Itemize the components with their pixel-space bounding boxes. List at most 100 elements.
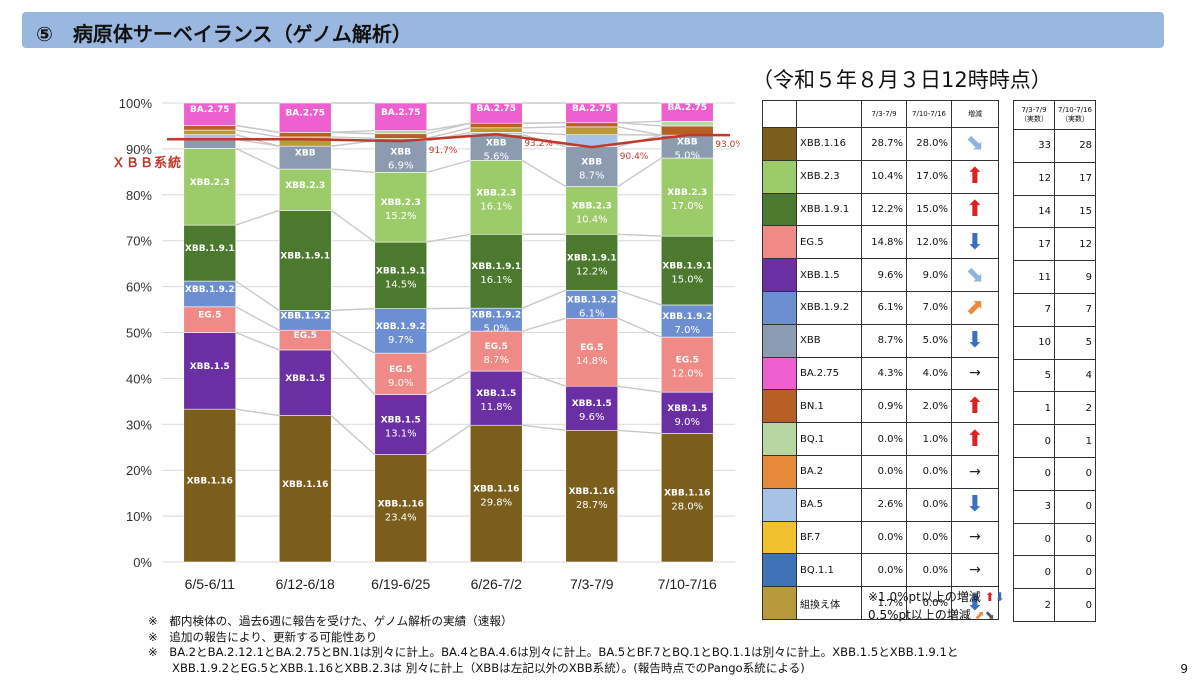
pct-week1: 0.0% xyxy=(861,553,907,588)
variant-name: BA.2.75 xyxy=(796,356,862,391)
bar-segment xyxy=(660,235,714,306)
bar-segment xyxy=(374,172,428,243)
count-week1: 14 xyxy=(1013,194,1055,229)
bar-value-label: 17.0% xyxy=(671,201,703,212)
bar-value-label: 8.7% xyxy=(484,355,509,366)
variant-color-swatch xyxy=(762,225,797,260)
bar-series-label: XBB.1.5 xyxy=(190,362,230,372)
count-week2: 5 xyxy=(1054,325,1096,360)
table-row: BA.2.75 4.3% 4.0% → xyxy=(762,356,999,391)
bar-series-label: XBB.1.16 xyxy=(187,477,233,487)
pct-week2: 15.0% xyxy=(906,192,952,227)
bar-series-label: XBB.1.9.2 xyxy=(376,322,426,332)
bar-segment xyxy=(374,394,428,455)
change-indicator: ⬊ xyxy=(951,127,999,161)
bar-segment xyxy=(660,125,714,136)
bar-series-label: XBB.1.16 xyxy=(378,499,424,509)
table-header-blank xyxy=(796,100,862,128)
count-week1: 2 xyxy=(1013,588,1055,622)
bar-series-label: XBB.1.9.1 xyxy=(662,262,712,272)
y-tick-label: 100% xyxy=(119,96,153,111)
bar-segment xyxy=(278,415,332,563)
count-header-week1: 7/3-7/9（実数） xyxy=(1013,100,1055,130)
bar-series-label: XBB.1.9.2 xyxy=(567,295,617,305)
pct-week2: 0.0% xyxy=(906,454,952,489)
count-row: 12 17 xyxy=(1013,161,1096,196)
pct-week1: 0.0% xyxy=(861,520,907,555)
pct-week2: 0.0% xyxy=(906,553,952,588)
variant-color-swatch xyxy=(762,389,797,424)
bar-segment xyxy=(183,408,237,563)
table-row: EG.5 14.8% 12.0% ⬇ xyxy=(762,225,999,260)
series-connector-line xyxy=(330,329,376,354)
bar-series-label: EG.5 xyxy=(389,365,412,375)
count-week2: 17 xyxy=(1054,161,1096,196)
bar-segment xyxy=(183,138,237,149)
bar-series-label: XBB.1.9.1 xyxy=(376,266,426,276)
pct-week1: 0.9% xyxy=(861,389,907,424)
bar-series-label: XBB xyxy=(677,138,698,148)
bar-series-label: XBB xyxy=(390,147,411,157)
up-right-arrow-icon: ⬈ xyxy=(974,608,985,622)
variant-name: BF.7 xyxy=(796,520,862,555)
bar-series-label: EG.5 xyxy=(580,343,603,353)
count-header-week2: 7/10-7/16（実数） xyxy=(1054,100,1096,130)
count-row: 33 28 xyxy=(1013,129,1096,163)
variant-name: XBB.1.9.2 xyxy=(796,290,862,325)
bar-value-label: 5.6% xyxy=(484,152,509,163)
change-indicator: ⬆ xyxy=(951,389,999,424)
bar-series-label: XBB.2.3 xyxy=(285,181,325,191)
variant-color-swatch xyxy=(762,422,797,456)
count-week1: 0 xyxy=(1013,456,1055,491)
bar-segment xyxy=(469,134,523,161)
series-connector-line xyxy=(426,424,471,456)
count-row: 10 5 xyxy=(1013,325,1096,360)
change-indicator: ⬇ xyxy=(951,586,999,620)
bar-value-label: 12.2% xyxy=(576,266,608,277)
series-connector-line xyxy=(617,126,662,136)
bar-value-label: 29.8% xyxy=(480,498,512,509)
bar-segment xyxy=(660,336,714,393)
bar-segment xyxy=(469,233,523,309)
change-indicator: ⬇ xyxy=(951,323,999,358)
pct-week1: 0.0% xyxy=(861,422,907,456)
bar-segment xyxy=(183,125,237,131)
bar-segment xyxy=(469,330,523,372)
series-connector-line xyxy=(522,424,566,431)
count-week2: 0 xyxy=(1054,588,1096,622)
bar-series-label: XBB xyxy=(581,158,602,168)
variant-name: BA.5 xyxy=(796,487,862,522)
change-indicator: ⬆ xyxy=(951,192,999,227)
series-connector-line xyxy=(617,233,662,237)
series-connector-line xyxy=(235,280,280,312)
table-row: BA.5 2.6% 0.0% ⬇ xyxy=(762,487,999,522)
series-connector-line xyxy=(331,129,375,134)
down-arrow-icon: ⬊ xyxy=(965,131,985,157)
series-connector-line xyxy=(235,147,280,170)
y-tick-label: 0% xyxy=(133,555,152,570)
series-connector-line xyxy=(235,408,280,417)
bar-value-label: 14.8% xyxy=(576,356,608,367)
variant-name: XBB.1.9.1 xyxy=(796,192,862,227)
pct-week2: 17.0% xyxy=(906,159,952,194)
count-row: 17 12 xyxy=(1013,227,1096,262)
table-row: BA.2 0.0% 0.0% → xyxy=(762,454,999,489)
xbb-lineage-line xyxy=(167,132,730,149)
change-indicator: ⬇ xyxy=(951,487,999,522)
bar-segment xyxy=(278,132,332,138)
table-row: XBB.1.16 28.7% 28.0% ⬊ xyxy=(762,127,999,161)
bar-value-label: 16.1% xyxy=(480,201,512,212)
bar-segment xyxy=(374,133,428,139)
table-header-week1: 7/3-7/9 xyxy=(861,100,907,128)
bar-segment xyxy=(183,224,237,282)
bar-series-label: XBB.1.16 xyxy=(664,489,710,499)
bar-value-label: 13.1% xyxy=(385,429,417,440)
bar-value-label: 15.2% xyxy=(385,211,417,222)
bar-segment xyxy=(565,289,619,319)
flat-arrow-icon: → xyxy=(969,529,981,546)
series-connector-line xyxy=(617,122,662,127)
bar-series-label: BA.2.75 xyxy=(572,104,612,114)
table-row: XBB.1.5 9.6% 9.0% ⬊ xyxy=(762,258,999,292)
pct-week2: 4.0% xyxy=(906,356,952,391)
